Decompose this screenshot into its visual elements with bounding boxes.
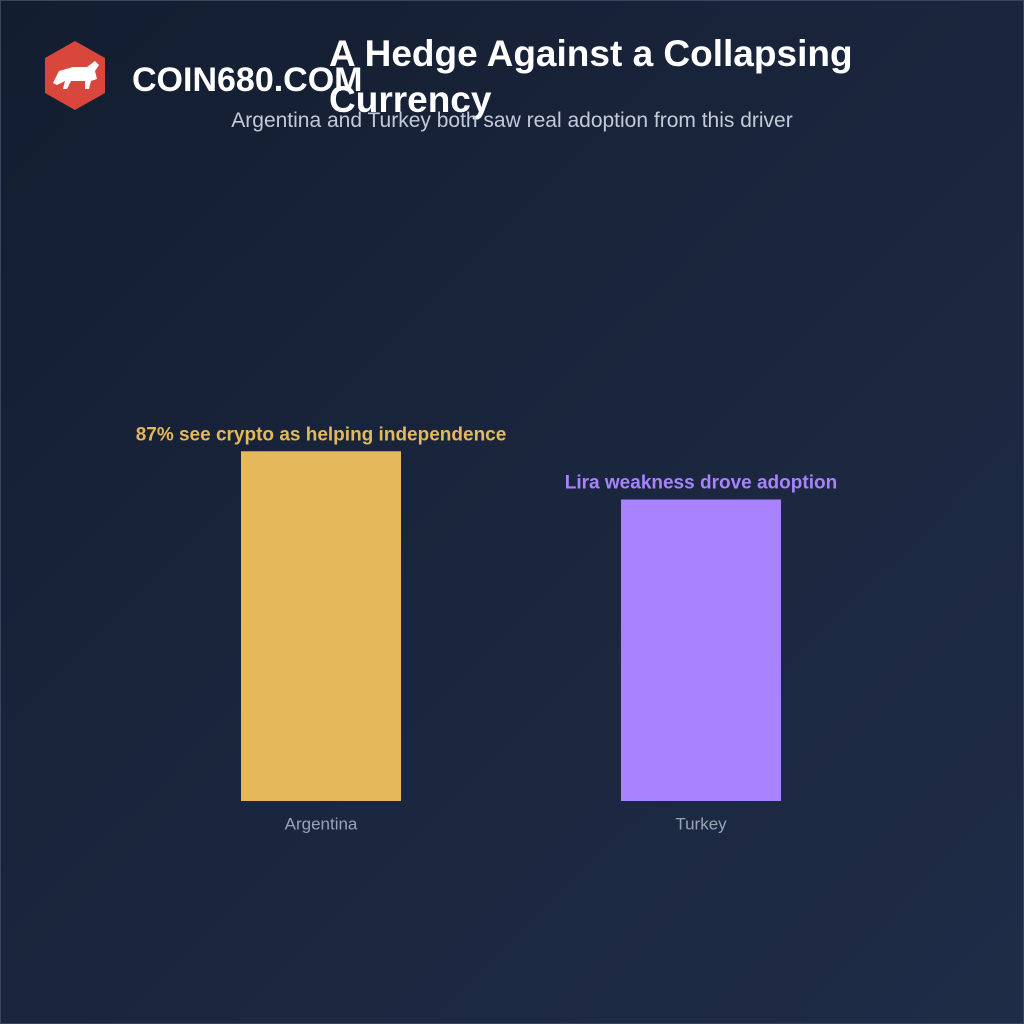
logo: [45, 41, 105, 110]
bar-annotation: 87% see crypto as helping independence: [136, 424, 507, 445]
bar: [241, 451, 401, 801]
bar: [621, 499, 781, 801]
logo-bull: [53, 61, 99, 89]
chart-subtitle: Argentina and Turkey both saw real adopt…: [231, 109, 793, 132]
brand: COIN680.COM: [132, 61, 363, 99]
x-tick-label: Turkey: [675, 814, 727, 833]
x-tick-label: Argentina: [285, 814, 358, 833]
chart-title: A Hedge Against a Collapsing Currency: [329, 33, 853, 120]
bar-annotation: Lira weakness drove adoption: [565, 473, 837, 494]
